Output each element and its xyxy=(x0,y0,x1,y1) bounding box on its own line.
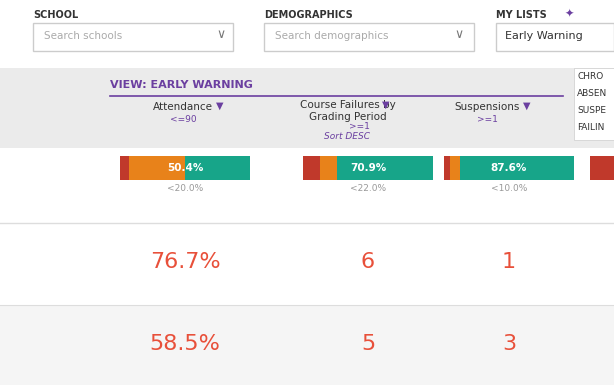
Text: SUSPE: SUSPE xyxy=(577,106,606,115)
Bar xyxy=(33,23,233,51)
Text: 76.7%: 76.7% xyxy=(150,252,220,272)
Text: Offi: Offi xyxy=(580,102,599,112)
Text: 6: 6 xyxy=(361,252,375,272)
Text: 5: 5 xyxy=(361,334,375,354)
Text: ∨: ∨ xyxy=(454,28,464,41)
Bar xyxy=(460,156,574,180)
Text: 87.6%: 87.6% xyxy=(491,163,527,173)
Bar xyxy=(185,156,250,180)
Text: DEMOGRAPHICS: DEMOGRAPHICS xyxy=(264,10,353,20)
Bar xyxy=(450,156,460,180)
Bar xyxy=(129,156,185,180)
Text: Grading Period: Grading Period xyxy=(309,112,387,122)
Bar xyxy=(590,156,614,180)
Text: Suspensions: Suspensions xyxy=(454,102,519,112)
Bar xyxy=(264,23,474,51)
Text: Search schools: Search schools xyxy=(44,31,122,41)
Text: 70.9%: 70.9% xyxy=(350,163,386,173)
Bar xyxy=(303,156,320,180)
Bar xyxy=(496,23,614,51)
Text: ABSEN: ABSEN xyxy=(577,89,607,98)
Bar xyxy=(0,148,614,223)
Bar xyxy=(574,68,614,140)
Text: >=1: >=1 xyxy=(349,122,370,131)
Bar xyxy=(444,156,450,180)
Text: 3: 3 xyxy=(502,334,516,354)
Bar xyxy=(120,156,129,180)
Bar xyxy=(0,305,614,385)
Text: Search demographics: Search demographics xyxy=(275,31,389,41)
Text: Course Failures by: Course Failures by xyxy=(300,100,396,110)
Bar xyxy=(0,68,614,270)
Text: CHRO: CHRO xyxy=(577,72,603,81)
Bar xyxy=(0,0,614,68)
Text: Sort DESC: Sort DESC xyxy=(324,132,370,141)
Text: Early Warning: Early Warning xyxy=(505,31,583,41)
Text: MY LISTS: MY LISTS xyxy=(496,10,546,20)
Text: VIEW: EARLY WARNING: VIEW: EARLY WARNING xyxy=(110,80,253,90)
Text: ▼: ▼ xyxy=(216,101,223,111)
Text: SCHOOL: SCHOOL xyxy=(33,10,78,20)
Text: FAILIN: FAILIN xyxy=(577,123,604,132)
Text: <20.0%: <20.0% xyxy=(167,184,203,193)
Text: <10.0%: <10.0% xyxy=(491,184,527,193)
Text: 58.5%: 58.5% xyxy=(150,334,220,354)
Text: <=90: <=90 xyxy=(169,115,196,124)
Bar xyxy=(320,156,337,180)
Text: ▼: ▼ xyxy=(523,101,530,111)
Text: 1: 1 xyxy=(502,252,516,272)
Text: 50.4%: 50.4% xyxy=(167,163,203,173)
Bar xyxy=(337,156,433,180)
Text: <22.0%: <22.0% xyxy=(350,184,386,193)
Text: ✦: ✦ xyxy=(565,9,574,19)
Text: Attendance: Attendance xyxy=(153,102,213,112)
Text: ▼: ▼ xyxy=(383,100,390,110)
Text: >=1: >=1 xyxy=(476,115,497,124)
Bar xyxy=(0,223,614,305)
Text: ∨: ∨ xyxy=(217,28,225,41)
